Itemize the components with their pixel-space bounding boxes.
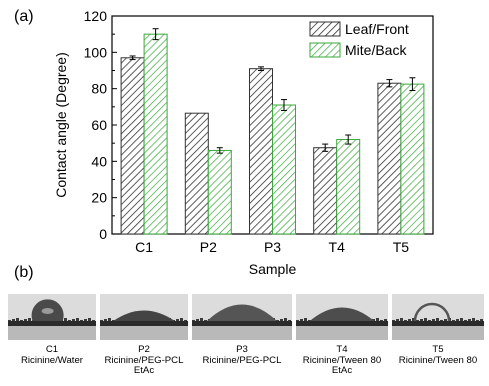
droplet-images-panel: C1 Ricinine/Water P2 Ricinine/PEG-PCL EtAc P3… <box>0 286 489 386</box>
droplet-caption-line: EtAc <box>331 365 353 377</box>
droplet-c1: C1 Ricinine/Water <box>8 286 96 386</box>
legend-label-mite-back: Mite/Back <box>345 42 407 58</box>
bar-leaf-front-c1 <box>120 57 145 235</box>
droplet-caption-line: T4 <box>336 344 348 355</box>
droplet-photo-p3 <box>192 294 292 340</box>
bar-mite-back-p3 <box>272 104 296 235</box>
legend-swatch-leaf-front <box>309 21 341 37</box>
bar-mite-back-t4 <box>336 139 361 235</box>
y-tick-label: 20 <box>91 190 107 206</box>
droplet-caption-t4: T4 Ricinine/Tween 80 EtAc <box>290 344 394 377</box>
droplet-t4: T4 Ricinine/Tween 80 EtAc <box>296 286 388 386</box>
droplet-photo-t4 <box>296 294 388 340</box>
droplet-caption-line: T5 <box>432 344 444 355</box>
bar-leaf-front-t5 <box>377 82 402 235</box>
bar-mite-back-c1 <box>143 33 168 235</box>
droplet-caption-p3: P3 Ricinine/PEG-PCL <box>186 344 298 366</box>
droplet-photo-p2 <box>100 294 188 340</box>
y-tick-label: 60 <box>91 117 107 133</box>
droplet-caption-line: Ricinine/PEG-PCL <box>202 354 282 366</box>
droplet-caption-line: Ricinine/Tween 80 <box>398 354 478 366</box>
x-tick-label: C1 <box>135 239 153 255</box>
x-tick-label: P3 <box>264 239 281 255</box>
droplet-photo-t5 <box>392 294 484 340</box>
droplet-caption-line: EtAc <box>133 365 155 377</box>
x-axis-label: Sample <box>249 261 297 277</box>
droplet-photo-c1 <box>8 294 96 340</box>
y-tick-label: 40 <box>91 153 107 169</box>
droplet-caption-line: Ricinine/PEG-PCL <box>104 354 184 366</box>
droplet-caption-line: C1 <box>45 344 59 355</box>
x-tick-label: P2 <box>200 239 217 255</box>
y-tick-label: 0 <box>99 226 107 242</box>
y-tick-label: 100 <box>84 44 108 60</box>
bar-chart: 0 20 40 60 80 100 120 Contact angle (Degree) Sam… <box>53 8 434 277</box>
x-tick-label: T4 <box>329 239 346 255</box>
bar-mite-back-p2 <box>207 149 232 235</box>
y-axis-label: Contact angle (Degree) <box>53 52 69 198</box>
droplet-p3: P3 Ricinine/PEG-PCL <box>192 286 292 386</box>
droplet-caption-p2: P2 Ricinine/PEG-PCL EtAc <box>94 344 194 377</box>
bar-leaf-front-t4 <box>313 147 338 235</box>
droplet-p2: P2 Ricinine/PEG-PCL EtAc <box>100 286 188 386</box>
droplet-caption-line: P3 <box>236 344 248 355</box>
legend-label-leaf-front: Leaf/Front <box>345 21 409 37</box>
legend-swatch-mite-back <box>309 42 341 58</box>
y-tick-label: 80 <box>91 81 107 97</box>
droplet-caption-line: Ricinine/Water <box>20 354 84 366</box>
bar-leaf-front-p2 <box>184 112 209 235</box>
droplet-caption-line: P2 <box>138 344 150 355</box>
droplet-caption-t5: T5 Ricinine/Tween 80 <box>386 344 489 366</box>
droplet-caption-line: Ricinine/Tween 80 <box>302 354 382 366</box>
panel-b-label: (b) <box>14 264 34 281</box>
x-tick-label: T5 <box>393 239 410 255</box>
y-tick-label: 120 <box>84 8 108 24</box>
panel-a-label: (a) <box>14 8 34 25</box>
droplet-t5: T5 Ricinine/Tween 80 <box>392 286 484 386</box>
droplet-caption-c1: C1 Ricinine/Water <box>2 344 102 366</box>
bar-leaf-front-p3 <box>249 68 273 235</box>
bar-mite-back-t5 <box>400 83 425 235</box>
